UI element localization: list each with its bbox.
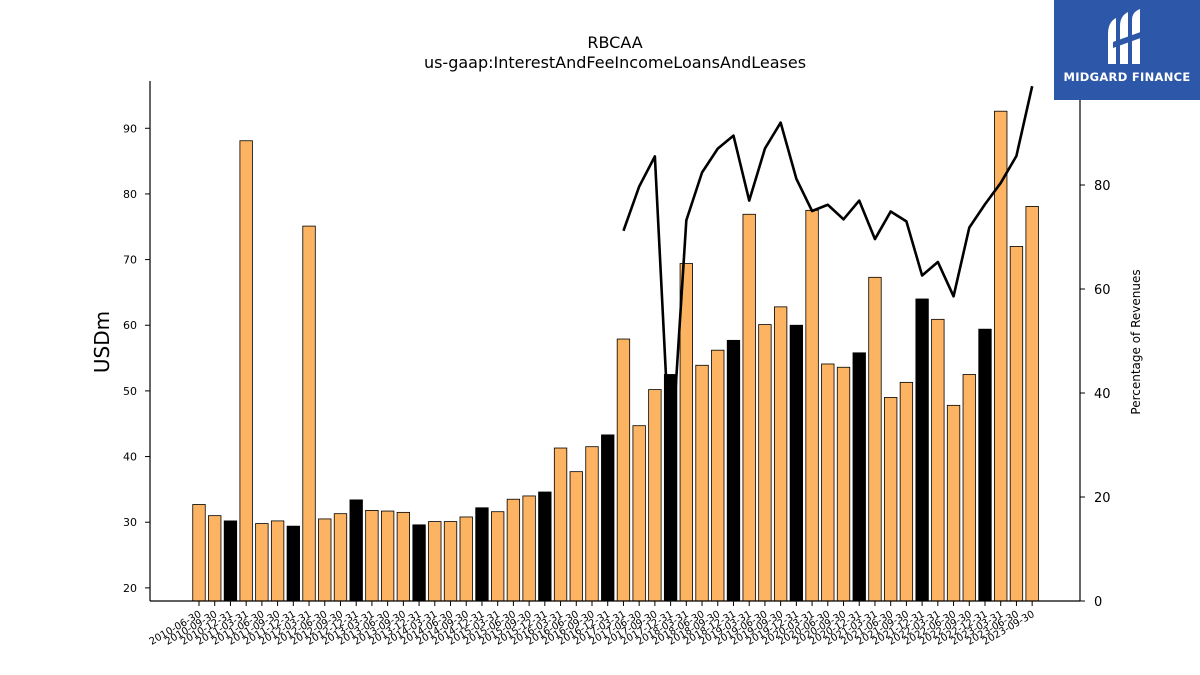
axes-group xyxy=(149,81,1081,602)
bar-2018-09-30 xyxy=(711,349,725,602)
bar-2017-03-31 xyxy=(616,338,631,602)
bar-2020-12-31 xyxy=(852,352,866,602)
bar-2013-09-30 xyxy=(396,511,411,602)
y-tick-label: 60 xyxy=(123,319,137,332)
bar-2020-06-30 xyxy=(821,363,835,602)
bar-2013-12-31 xyxy=(412,524,426,602)
y2-tick-label: 80 xyxy=(1094,179,1111,194)
bar-2017-06-30 xyxy=(632,425,646,602)
bar-2018-06-30 xyxy=(695,364,709,602)
x-ticks: 2010-06-302010-09-302010-12-312011-03-31… xyxy=(148,601,1037,648)
bar-2022-09-30 xyxy=(962,374,976,602)
bar-2010-06-30 xyxy=(192,504,206,602)
bar-2022-03-31 xyxy=(931,318,945,602)
bar-2016-12-31 xyxy=(601,434,615,602)
bar-2016-06-30 xyxy=(569,471,583,602)
y-axis-label: USDm xyxy=(90,311,114,373)
bar-2011-03-31 xyxy=(239,140,253,602)
logo-text: MIDGARD FINANCE xyxy=(1063,70,1191,84)
right-y-ticks: 020406080100 xyxy=(1080,75,1119,610)
bar-2015-12-31 xyxy=(538,491,552,602)
y2-tick-label: 0 xyxy=(1094,595,1102,610)
bar-2014-03-31 xyxy=(428,521,442,602)
bar-2018-12-31 xyxy=(726,339,741,602)
bar-2013-06-30 xyxy=(380,510,395,602)
chart-title: RBCAA xyxy=(587,33,642,52)
bar-2011-09-30 xyxy=(270,520,285,602)
bar-2015-06-30 xyxy=(506,498,521,602)
bar-2020-09-30 xyxy=(836,366,851,602)
bars-group xyxy=(192,110,1039,602)
bar-2021-06-30 xyxy=(884,397,898,602)
bar-2013-03-31 xyxy=(365,509,379,602)
bar-2012-12-31 xyxy=(349,499,363,602)
y2-tick-label: 40 xyxy=(1094,387,1111,402)
bar-2021-12-31 xyxy=(915,298,929,602)
bar-2018-03-31 xyxy=(679,263,693,602)
y-tick-label: 30 xyxy=(123,516,137,529)
bar-2019-03-31 xyxy=(742,213,756,602)
bar-2010-09-30 xyxy=(208,515,222,602)
bar-2022-06-30 xyxy=(946,404,961,602)
bar-2017-09-30 xyxy=(648,389,662,602)
bar-2014-06-30 xyxy=(443,521,458,602)
y-tick-label: 50 xyxy=(123,385,137,398)
bar-2015-03-31 xyxy=(491,511,505,602)
y-tick-label: 90 xyxy=(123,122,137,135)
bar-2012-09-30 xyxy=(333,513,348,602)
y-tick-label: 40 xyxy=(123,451,137,464)
y-tick-label: 20 xyxy=(123,582,137,595)
bar-2016-09-30 xyxy=(585,446,599,602)
midgard-logo-icon xyxy=(1108,9,1146,64)
bar-2022-12-31 xyxy=(978,328,992,602)
midgard-finance-logo: MIDGARD FINANCE xyxy=(1054,0,1200,100)
bar-2021-03-31 xyxy=(868,276,882,602)
y2-tick-label: 60 xyxy=(1094,283,1111,298)
bar-2020-03-31 xyxy=(805,209,819,602)
bar-2011-06-30 xyxy=(255,523,269,602)
bar-2014-09-30 xyxy=(459,516,473,602)
bar-2019-12-31 xyxy=(789,324,804,602)
bar-2012-03-31 xyxy=(302,225,316,602)
bar-2014-12-31 xyxy=(475,507,489,602)
bar-2012-06-30 xyxy=(318,518,332,602)
y2-axis-label: Percentage of Revenues xyxy=(1129,269,1143,414)
y-tick-label: 70 xyxy=(123,254,137,267)
bar-2019-06-30 xyxy=(758,324,772,602)
bar-2010-12-31 xyxy=(223,520,238,602)
y-tick-label: 80 xyxy=(123,188,137,201)
y2-tick-label: 20 xyxy=(1094,491,1111,506)
percentage-line xyxy=(622,85,1034,469)
chart-subtitle: us-gaap:InterestAndFeeIncomeLoansAndLeas… xyxy=(424,53,806,72)
left-y-ticks: 20 30 40 50 60 70 80 90 xyxy=(123,122,150,595)
bar-2011-12-31 xyxy=(286,525,300,602)
bar-2023-06-30 xyxy=(1009,246,1024,602)
bar-2021-09-30 xyxy=(899,381,914,602)
bar-2015-09-30 xyxy=(522,495,536,602)
bar-2016-03-31 xyxy=(553,447,568,602)
bar-2019-09-30 xyxy=(773,306,788,602)
bar-2023-09-30 xyxy=(1025,205,1039,602)
line-group xyxy=(622,85,1034,469)
